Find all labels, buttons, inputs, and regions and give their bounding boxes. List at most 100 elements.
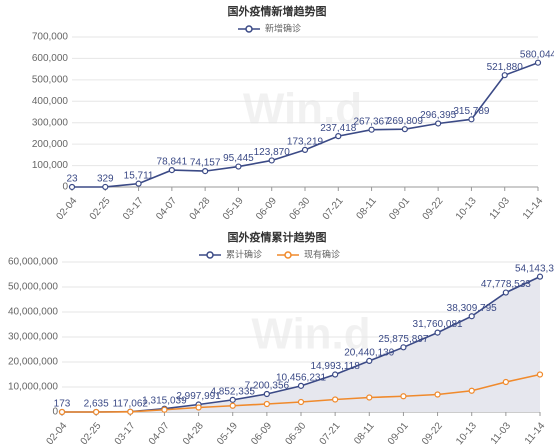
data-label: 173 (54, 399, 71, 410)
data-label: 296,395 (420, 110, 457, 121)
x-tick-label: 02-04 (54, 195, 79, 222)
data-label: 20,440,139 (344, 348, 394, 359)
x-tick-label: 06-09 (254, 195, 279, 222)
y-tick-label: 600,000 (32, 53, 69, 64)
x-tick-label: 07-21 (318, 420, 343, 446)
x-tick-label: 04-07 (147, 420, 172, 446)
x-tick-label: 03-17 (113, 420, 138, 446)
point (297, 398, 305, 406)
watermark: Win.d (251, 310, 370, 359)
data-label: 267,367 (353, 116, 390, 127)
y-tick-label: 500,000 (32, 74, 69, 85)
data-label: 23 (66, 174, 78, 185)
point (501, 72, 508, 79)
data-label: 117,062 (113, 398, 149, 409)
data-label: 38,309,795 (447, 303, 497, 314)
point (263, 390, 270, 398)
data-label: 1,315,039 (142, 395, 187, 406)
x-tick-label: 06-30 (283, 420, 308, 446)
y-tick-label: 30,000,000 (8, 332, 58, 343)
data-label: 10,456,231 (276, 373, 326, 384)
point (434, 391, 441, 398)
data-label: 2,635 (84, 399, 109, 410)
x-tick-label: 06-09 (249, 420, 274, 446)
point (195, 404, 202, 411)
y-tick-label: 200,000 (32, 139, 69, 150)
x-tick-label: 10-13 (454, 195, 479, 222)
point (400, 393, 407, 400)
point (202, 168, 209, 175)
data-label: 31,760,081 (413, 319, 463, 330)
point (366, 394, 373, 401)
x-tick-label: 05-19 (221, 195, 246, 222)
x-tick-label: 03-17 (121, 195, 146, 222)
data-label: 4,852,335 (210, 387, 255, 398)
data-label: 15,711 (124, 170, 154, 181)
data-label: 2,997,991 (176, 391, 221, 402)
x-tick-label: 08-11 (354, 195, 379, 221)
point (468, 387, 475, 394)
point (297, 382, 305, 389)
y-tick-label: 0 (52, 407, 58, 418)
y-tick-label: 700,000 (32, 32, 69, 43)
data-label: 78,841 (157, 157, 188, 168)
x-tick-label: 10-13 (454, 420, 479, 446)
data-label: 74,157 (190, 158, 221, 169)
legend-label: 现有确诊 (304, 248, 340, 259)
data-label: 237,418 (320, 123, 357, 134)
point (335, 133, 342, 140)
y-tick-label: 10,000,000 (8, 382, 58, 393)
x-tick-label: 09-01 (387, 195, 412, 222)
x-tick-label: 04-28 (181, 420, 206, 446)
data-label: 95,445 (223, 153, 254, 164)
data-label: 7,200,356 (245, 381, 290, 392)
point (268, 157, 275, 164)
point (93, 408, 100, 416)
point (401, 126, 408, 133)
point (468, 313, 475, 320)
data-label: 580,044 (520, 49, 554, 60)
point (58, 408, 66, 416)
chart-title: 国外疫情累计趋势图 (228, 230, 327, 244)
point (235, 163, 242, 170)
point (400, 344, 407, 351)
watermark: Win.d (243, 85, 362, 134)
point (135, 180, 142, 187)
x-tick-label: 02-04 (44, 420, 69, 446)
point (332, 371, 339, 378)
point (368, 126, 375, 133)
data-label: 329 (97, 174, 114, 185)
x-tick-label: 06-30 (287, 195, 312, 222)
y-tick-label: 300,000 (32, 117, 69, 128)
point (263, 400, 270, 408)
x-tick-label: 04-07 (154, 195, 179, 222)
point (229, 396, 236, 403)
y-tick-label: 0 (62, 182, 68, 193)
point (102, 183, 109, 191)
point (468, 116, 475, 123)
point (435, 120, 442, 127)
data-label: 25,875,897 (378, 334, 428, 345)
point (68, 183, 76, 191)
legend-marker (284, 251, 292, 259)
legend-marker (245, 25, 253, 33)
point (502, 378, 509, 386)
legend-label: 新增确诊 (265, 22, 301, 33)
data-label: 54,143,387 (515, 263, 554, 274)
x-tick-label: 09-01 (386, 420, 411, 446)
point (536, 371, 544, 378)
point (536, 273, 544, 280)
x-tick-label: 11-14 (523, 420, 548, 446)
point (534, 59, 542, 66)
y-tick-label: 40,000,000 (8, 307, 58, 318)
x-tick-label: 11-03 (489, 420, 514, 446)
data-label: 315,789 (453, 106, 490, 117)
x-tick-label: 11-03 (488, 195, 513, 221)
data-label: 173,219 (287, 137, 324, 148)
x-tick-label: 05-19 (215, 420, 240, 446)
point (127, 408, 134, 415)
point (502, 289, 509, 296)
x-tick-label: 09-22 (421, 195, 446, 222)
x-tick-label: 02-25 (88, 195, 113, 222)
